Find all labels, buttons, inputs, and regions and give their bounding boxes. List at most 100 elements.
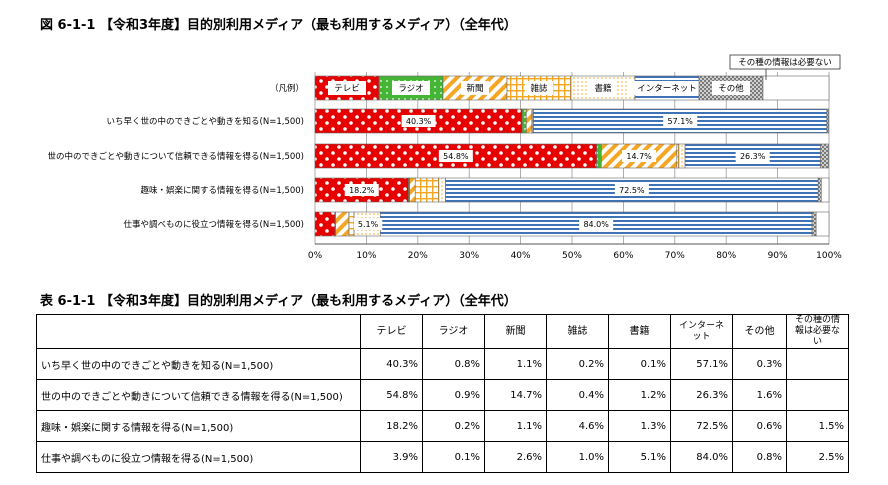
table-header: 新聞 [484,314,547,349]
table-cell: 0.9% [422,379,485,411]
bar-segment [348,211,355,237]
table-header: ラジオ [422,314,485,349]
table-header: その他 [732,314,787,349]
table-header: その種の情報は必要ない [786,314,849,349]
stacked-bar-chart: 40.3% 57.1% 54.8% 14.7% 26.3% 18.2% 72.5% 5.1% 8… [47,54,842,261]
table-cell: 1.3% [608,410,671,442]
data-label-box [353,218,383,230]
data-label-box [622,150,657,162]
bar-segment [820,177,830,203]
table-cell: 57.1% [670,348,733,380]
bar-segment [409,177,416,203]
table-cell [786,379,849,411]
table-header: 書籍 [608,314,671,349]
table-cell: 0.2% [546,348,609,380]
legend-label-box [712,81,750,95]
bar-segment [335,211,350,237]
table-cell: 18.2% [360,410,423,442]
table-cell: 3.9% [360,441,423,473]
data-label: 14.7% [626,152,652,161]
table-cell: 14.7% [484,379,547,411]
legend-label-box [392,81,430,95]
table-cell: 1.5% [786,410,849,442]
table-cell [786,348,849,380]
x-tick-label: 40% [511,251,531,261]
data-label: 26.3% [740,152,766,161]
legend-swatch [762,75,830,101]
table-cell: 0.6% [732,410,787,442]
table-cell: 5.1% [608,441,671,473]
figure-title: 図 6-1-1 【令和3年度】目的別利用メディア（最も利用するメディア）（全年代… [40,18,517,33]
table-cell: 0.1% [422,441,485,473]
legend-label: テレビ [334,84,360,94]
table-row-label: 仕事や調べものに役立つ情報を得る(N=1,500) [36,441,361,473]
data-label-box [401,115,436,127]
table-cell: 26.3% [670,379,733,411]
x-tick-label: 30% [459,251,479,261]
bar-segment [596,143,602,169]
table-title: 表 6-1-1 【令和3年度】目的別利用メディア（最も利用するメディア）（全年代… [40,294,517,309]
table-row-label: 趣味・娯楽に関する情報を得る(N=1,500) [36,410,361,442]
data-label: 72.5% [619,186,645,195]
table-row: いち早く世の中のできごとや動きを知る(N=1,500) 40.3% 0.8% 1.1%… [36,348,849,380]
table-cell: 1.6% [732,379,787,411]
bar-segment [819,143,829,169]
table-cell: 1.0% [546,441,609,473]
table-cell: 4.6% [546,410,609,442]
table-cell: 0.4% [546,379,609,411]
legend-label: 雑誌 [530,83,548,94]
bar-segment [521,108,527,134]
table-header-row: テレビ ラジオ 新聞 雑誌 書籍 インターネット その他 その種の情報は必要ない [36,314,849,349]
data-label-box [438,150,473,162]
x-tick-label: 10% [356,251,376,261]
table-header: 雑誌 [546,314,609,349]
table-header: インターネット [670,314,733,349]
legend-label: ラジオ [398,84,423,94]
legend-label-box [628,81,706,95]
table-cell: 2.5% [786,441,849,473]
table-row-label: いち早く世の中のできごとや動きを知る(N=1,500) [36,348,361,380]
table-cell: 0.1% [608,348,671,380]
data-label: 57.1% [667,117,693,126]
table-cell: 2.6% [484,441,547,473]
data-label: 54.8% [443,152,469,161]
x-tick-label: 0% [308,251,323,261]
legend-label-box [525,81,553,95]
legend-label-box [328,81,366,95]
data-label-box [344,184,379,196]
legend-label-box [461,81,489,95]
data-label: 84.0% [583,220,609,229]
data-label: 5.1% [358,220,379,229]
data-label: 40.3% [406,117,432,126]
data-table: テレビ ラジオ 新聞 雑誌 書籍 インターネット その他 その種の情報は必要ない… [36,314,849,473]
legend-label: 新聞 [466,83,483,94]
table-cell: 0.2% [422,410,485,442]
x-tick-label: 20% [408,251,428,261]
table-row: 仕事や調べものに役立つ情報を得る(N=1,500) 3.9% 0.1% 2.6% 1.0… [36,441,849,473]
bar-segment [414,177,440,203]
x-tick-label: 80% [716,251,736,261]
table-row-label: 世の中のできごとや動きについて信頼できる情報を得る(N=1,500) [36,379,361,411]
table-cell: 1.2% [608,379,671,411]
legend-label-box [589,81,617,95]
table-corner [36,314,361,349]
data-label-box [579,218,614,230]
bar-segment [678,143,686,169]
table-cell: 1.1% [484,410,547,442]
x-tick-label: 50% [562,251,582,261]
x-tick-label: 90% [768,251,788,261]
bar-segment [817,177,822,203]
table-cell: 84.0% [670,441,733,473]
table-cell: 40.3% [360,348,423,380]
bar-segment [811,211,817,237]
table-cell: 1.1% [484,348,547,380]
data-label-box [663,115,698,127]
table-cell: 54.8% [360,379,423,411]
table-header: テレビ [360,314,423,349]
table-cell: 72.5% [670,410,733,442]
x-tick-label: 60% [613,251,633,261]
table-cell: 0.8% [422,348,485,380]
legend-label: 書籍 [594,83,611,94]
legend-callout-box [729,54,841,70]
bar-segment [676,143,680,169]
